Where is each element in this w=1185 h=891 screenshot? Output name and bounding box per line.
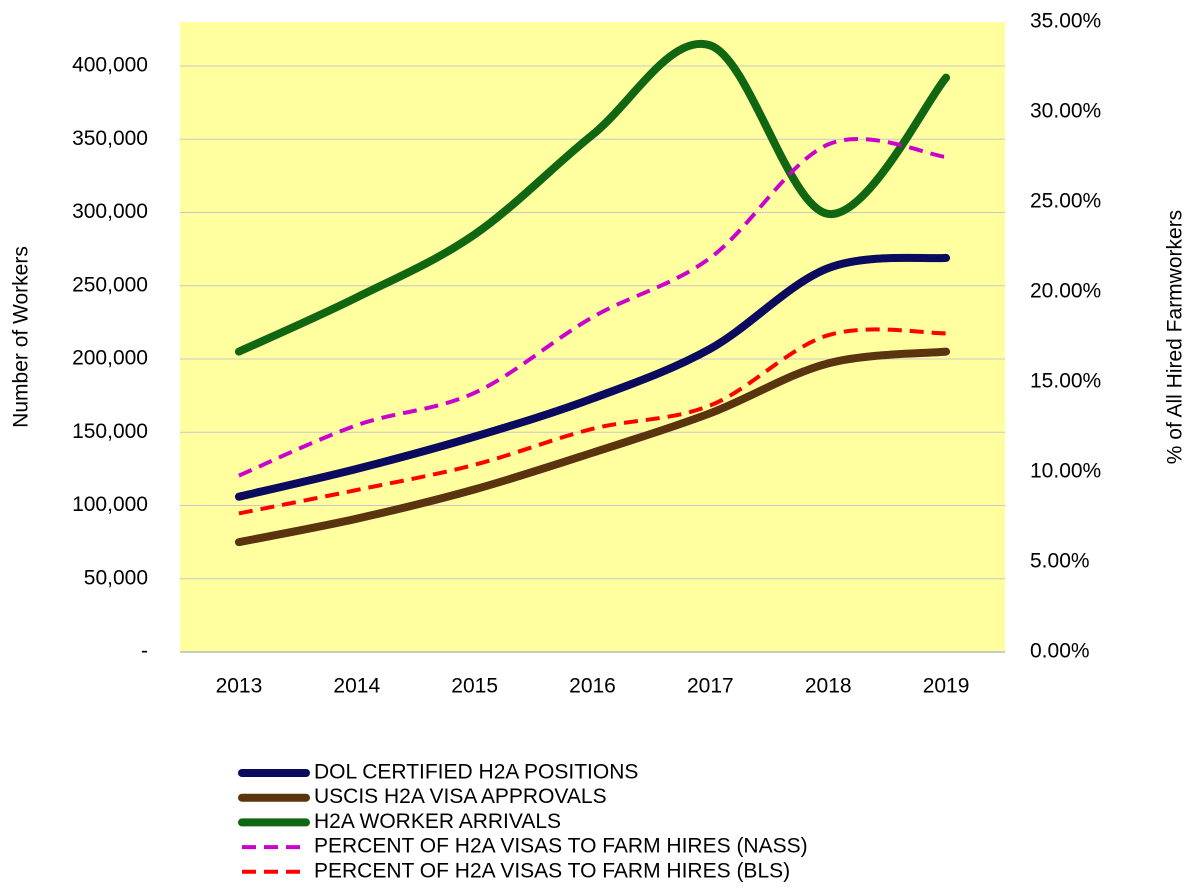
legend-label: DOL CERTIFIED H2A POSITIONS (314, 761, 638, 784)
y-tick-label: 200,000 (72, 347, 148, 370)
y-axis-title: Number of Workers (10, 246, 33, 428)
y-tick-label: 300,000 (72, 200, 148, 223)
y-tick-label: 100,000 (72, 493, 148, 516)
y-tick-label: 350,000 (72, 127, 148, 150)
x-tick-label: 2016 (569, 675, 616, 698)
plot-area (180, 22, 1005, 652)
x-tick-label: 2018 (805, 675, 852, 698)
legend-label: H2A WORKER ARRIVALS (314, 810, 561, 833)
series-line (238, 136, 947, 478)
y2-tick-label: 0.00% (1030, 640, 1090, 663)
y2-tick-label: 15.00% (1030, 370, 1101, 393)
legend-label: PERCENT OF H2A VISAS TO FARM HIRES (NASS… (314, 835, 808, 858)
y2-tick-label: 30.00% (1030, 100, 1101, 123)
series-line (234, 347, 951, 547)
y-tick-label: 400,000 (72, 54, 148, 77)
x-tick-label: 2019 (923, 675, 970, 698)
y-tick-label: 150,000 (72, 420, 148, 443)
y2-tick-label: 10.00% (1030, 460, 1101, 483)
x-tick-label: 2015 (451, 675, 498, 698)
y-tick-label: 50,000 (84, 566, 148, 589)
series-line (234, 39, 951, 356)
series-line (234, 253, 951, 501)
y-tick-label: - (141, 640, 148, 663)
legend-label: USCIS H2A VISA APPROVALS (314, 785, 607, 808)
y2-axis-title: % of All Hired Farmworkers (1164, 210, 1185, 464)
series-line (238, 327, 947, 516)
y-tick-label: 250,000 (72, 273, 148, 296)
x-tick-label: 2013 (216, 675, 263, 698)
y2-tick-label: 25.00% (1030, 190, 1101, 213)
y2-tick-label: 35.00% (1030, 10, 1101, 33)
legend-label: PERCENT OF H2A VISAS TO FARM HIRES (BLS) (314, 859, 790, 882)
x-tick-label: 2017 (687, 675, 734, 698)
x-tick-label: 2014 (333, 675, 380, 698)
y2-tick-label: 20.00% (1030, 280, 1101, 303)
y2-tick-label: 5.00% (1030, 550, 1090, 573)
